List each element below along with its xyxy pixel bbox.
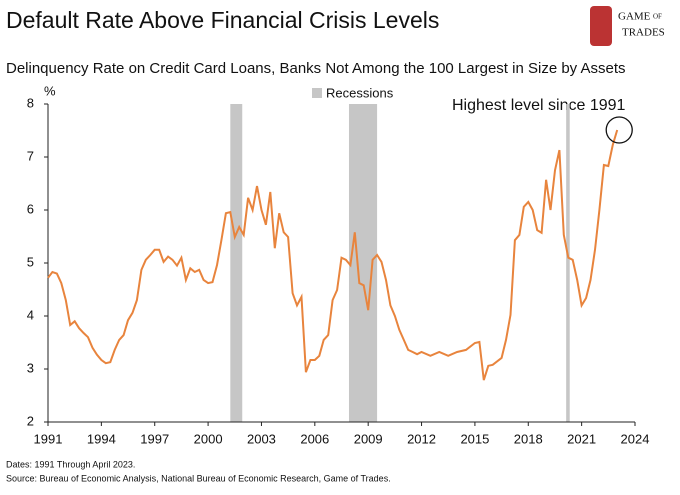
x-tick-label: 2021	[567, 431, 596, 446]
logo-icon	[590, 6, 612, 46]
legend-label: Recessions	[326, 85, 394, 100]
logo-text: TRADES	[622, 27, 665, 39]
x-tick-label: 2003	[247, 431, 276, 446]
x-tick-label: 2018	[514, 431, 543, 446]
logo-text: OF	[653, 13, 662, 21]
x-tick-label: 1997	[140, 431, 169, 446]
y-tick-label: 5	[27, 254, 34, 269]
y-tick-label: 7	[27, 148, 34, 163]
data-line	[47, 129, 619, 381]
chart-subtitle: Delinquency Rate on Credit Card Loans, B…	[6, 60, 626, 77]
recession-band	[566, 104, 570, 422]
note: Source: Bureau of Economic Analysis, Nat…	[6, 473, 391, 483]
x-tick-label: 2024	[621, 431, 650, 446]
x-tick-label: 1994	[87, 431, 116, 446]
annotation: Highest level since 1991	[452, 97, 626, 114]
y-tick-label: 3	[27, 360, 34, 375]
x-tick-label: 2006	[300, 431, 329, 446]
annotation-circle	[605, 116, 633, 144]
logo-text: GAME	[618, 11, 651, 23]
y-tick-label: 8	[27, 95, 34, 110]
legend-swatch	[312, 88, 322, 98]
x-tick-label: 2000	[194, 431, 223, 446]
y-axis-label: %	[44, 83, 56, 98]
y-tick-label: 6	[27, 201, 34, 216]
chart-title: Default Rate Above Financial Crisis Leve…	[6, 7, 439, 33]
note: Dates: 1991 Through April 2023.	[6, 459, 135, 469]
x-tick-label: 2015	[460, 431, 489, 446]
x-tick-label: 2012	[407, 431, 436, 446]
y-tick-label: 4	[27, 307, 34, 322]
x-tick-label: 2009	[354, 431, 383, 446]
y-tick-label: 2	[27, 413, 34, 428]
recession-band	[230, 104, 243, 422]
x-tick-label: 1991	[34, 431, 63, 446]
